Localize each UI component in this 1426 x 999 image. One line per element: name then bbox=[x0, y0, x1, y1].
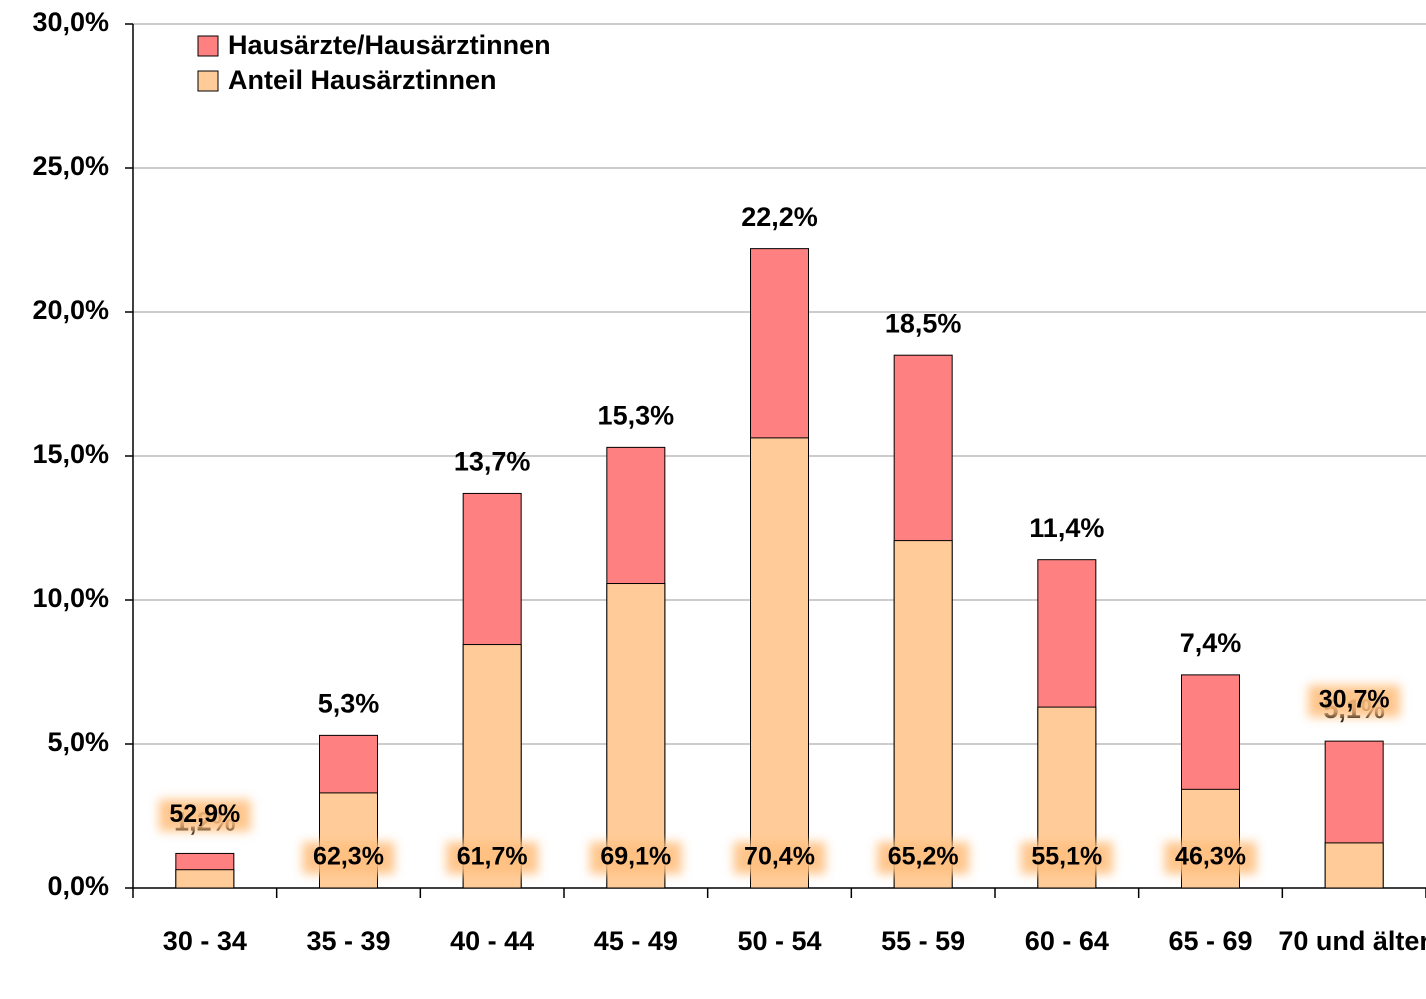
share-label: 52,9% bbox=[169, 800, 240, 828]
total-label: 15,3% bbox=[598, 400, 675, 430]
x-tick-label: 70 und älter bbox=[1278, 926, 1426, 956]
share-label-glow bbox=[733, 842, 826, 874]
bar-share bbox=[750, 437, 809, 889]
legend-swatch bbox=[197, 70, 219, 92]
share-label: 65,2% bbox=[888, 843, 959, 871]
total-label: 11,4% bbox=[1029, 513, 1104, 543]
share-label-glow bbox=[877, 842, 970, 874]
y-tick-label: 10,0% bbox=[32, 583, 109, 613]
y-tick-label: 0,0% bbox=[47, 871, 109, 901]
bar-share bbox=[893, 540, 953, 889]
share-label-glow bbox=[302, 842, 395, 874]
x-tick-label: 50 - 54 bbox=[737, 926, 821, 956]
total-label: 7,4% bbox=[1180, 628, 1242, 658]
total-label: 22,2% bbox=[741, 202, 818, 232]
bar-share bbox=[175, 869, 235, 889]
y-tick-label: 30,0% bbox=[32, 7, 109, 37]
total-label: 18,5% bbox=[885, 308, 962, 338]
share-label-glow bbox=[1308, 685, 1401, 718]
total-label: 13,7% bbox=[454, 447, 531, 477]
share-label-glow bbox=[1020, 842, 1113, 874]
share-label: 69,1% bbox=[600, 843, 671, 871]
share-label-glow bbox=[1164, 842, 1257, 874]
share-label-glow bbox=[446, 842, 539, 874]
share-label-glow bbox=[589, 842, 682, 874]
share-label: 55,1% bbox=[1031, 843, 1102, 871]
share-label: 46,3% bbox=[1175, 843, 1246, 871]
share-label-glow bbox=[158, 799, 251, 832]
x-tick-label: 35 - 39 bbox=[306, 926, 390, 956]
y-tick-label: 20,0% bbox=[32, 295, 109, 325]
bar-share bbox=[606, 583, 666, 889]
share-label: 62,3% bbox=[313, 843, 384, 871]
total-label: 5,3% bbox=[318, 688, 380, 718]
y-tick-label: 25,0% bbox=[32, 151, 109, 181]
legend-label: Hausärzte/Hausärztinnen bbox=[228, 30, 551, 60]
x-tick-label: 45 - 49 bbox=[594, 926, 678, 956]
x-tick-label: 60 - 64 bbox=[1025, 926, 1109, 956]
y-tick-label: 15,0% bbox=[32, 439, 109, 469]
y-tick-label: 5,0% bbox=[47, 727, 109, 757]
share-label: 70,4% bbox=[744, 843, 815, 871]
legend-swatch bbox=[197, 35, 219, 57]
share-label: 30,7% bbox=[1319, 686, 1390, 714]
share-label: 61,7% bbox=[457, 843, 528, 871]
x-tick-label: 55 - 59 bbox=[881, 926, 965, 956]
bar-share bbox=[1324, 842, 1384, 889]
x-tick-label: 65 - 69 bbox=[1168, 926, 1252, 956]
x-tick-label: 30 - 34 bbox=[163, 926, 247, 956]
x-tick-label: 40 - 44 bbox=[450, 926, 534, 956]
legend-label: Anteil Hausärztinnen bbox=[228, 65, 497, 95]
